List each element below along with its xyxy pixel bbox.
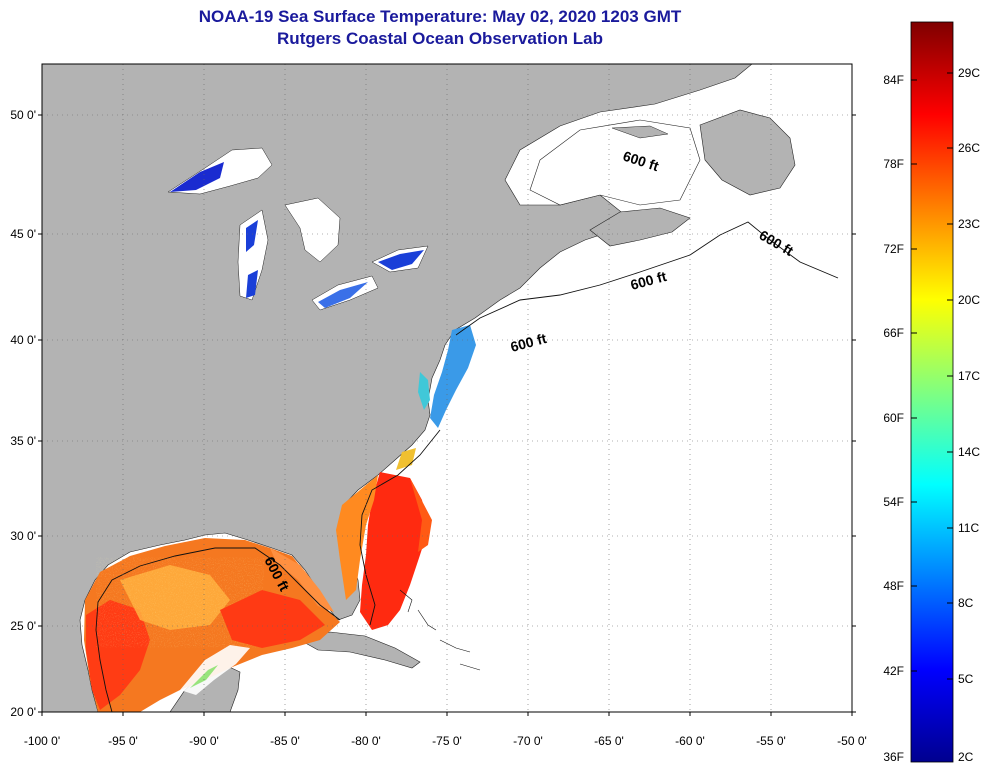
lon-label: -100 0'	[24, 734, 60, 748]
lat-label: 40 0'	[10, 333, 36, 347]
colorbar-c-label: 26C	[958, 141, 980, 155]
lake-michigan-sst	[246, 220, 258, 298]
lake-superior-sst	[170, 162, 224, 192]
lake-huron	[284, 197, 341, 263]
lake-ontario-sst	[378, 250, 424, 270]
sst-gulf-speckle	[110, 565, 250, 640]
colorbar-c-label: 23C	[958, 217, 980, 231]
contour-600ft-gulf	[95, 547, 341, 712]
lat-label: 50 0'	[10, 108, 36, 122]
colorbar-c-label: 2C	[958, 750, 974, 764]
contour-600ft-northeast	[455, 221, 839, 336]
lake-erie-sst	[318, 282, 368, 308]
lon-label: -65 0'	[594, 734, 624, 748]
colorbar-f-label: 42F	[883, 664, 904, 678]
lon-label: -90 0'	[189, 734, 219, 748]
lat-label: 25 0'	[10, 619, 36, 633]
lon-label: -50 0'	[837, 734, 867, 748]
colorbar-f-label: 60F	[883, 411, 904, 425]
sst-gulf-stream-edge	[410, 478, 432, 552]
colorbar-c-label: 5C	[958, 672, 974, 686]
colorbar-f-label: 54F	[883, 495, 904, 509]
land-newfoundland	[699, 109, 796, 196]
colorbar-f-label: 84F	[883, 73, 904, 87]
colorbar-c-label: 29C	[958, 66, 980, 80]
colorbar-f-label: 48F	[883, 579, 904, 593]
lat-lon-grid	[42, 64, 852, 712]
bahamas-islands	[399, 589, 481, 671]
sst-gulf-cool-streak	[190, 665, 218, 688]
land-nova-scotia	[589, 207, 691, 247]
lon-label: -95 0'	[108, 734, 138, 748]
sst-carolina-shelf	[396, 448, 416, 470]
land-north-america	[42, 64, 753, 712]
map-title: NOAA-19 Sea Surface Temperature: May 02,…	[198, 7, 682, 26]
colorbar-f-label: 36F	[883, 750, 904, 764]
sst-gulf-stream	[360, 472, 428, 630]
lat-label: 30 0'	[10, 529, 36, 543]
lon-label: -80 0'	[351, 734, 381, 748]
land-cuba	[299, 631, 421, 669]
lon-label: -60 0'	[675, 734, 705, 748]
lon-label: -70 0'	[513, 734, 543, 748]
colorbar-c-label: 8C	[958, 596, 974, 610]
sst-loop-current	[220, 590, 325, 648]
sst-chesapeake	[418, 372, 430, 410]
colorbar-c-label: 20C	[958, 293, 980, 307]
map-subtitle: Rutgers Coastal Ocean Observation Lab	[277, 29, 603, 48]
colorbar	[910, 21, 954, 763]
colorbar-c-label: 17C	[958, 369, 980, 383]
colorbar-c-label: 14C	[958, 445, 980, 459]
lon-label: -55 0'	[756, 734, 786, 748]
lon-label: -75 0'	[432, 734, 462, 748]
lat-label: 45 0'	[10, 227, 36, 241]
land-anticosti	[611, 125, 669, 139]
lake-michigan	[237, 209, 269, 301]
contour-600ft-southeast	[359, 429, 441, 626]
sst-gulf-coastal	[270, 548, 334, 612]
lat-label: 35 0'	[10, 434, 36, 448]
sst-mid-atlantic	[430, 325, 476, 428]
colorbar-c-label: 11C	[958, 521, 979, 535]
sst-florida-shelf	[336, 475, 378, 600]
colorbar-f-label: 72F	[883, 242, 904, 256]
lat-label: 20 0'	[10, 705, 36, 719]
gulf-st-lawrence	[529, 119, 701, 206]
colorbar-f-label: 66F	[883, 326, 904, 340]
colorbar-f-label: 78F	[883, 157, 904, 171]
lon-label: -85 0'	[270, 734, 300, 748]
